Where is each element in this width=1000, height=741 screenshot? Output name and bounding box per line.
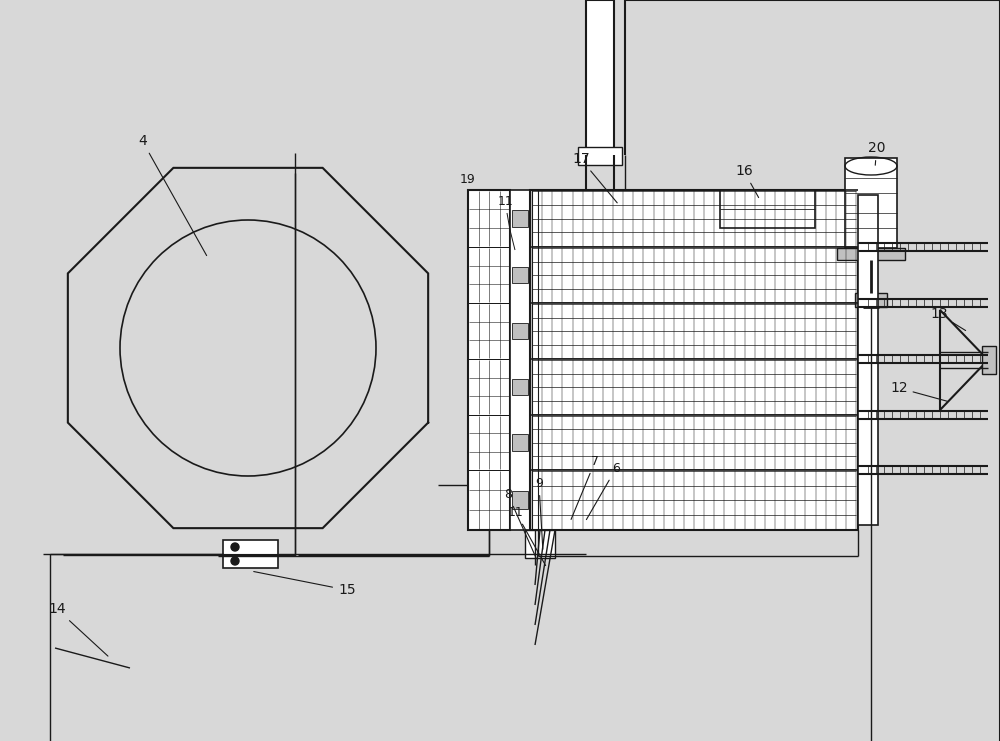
Bar [982,346,996,374]
Text: 11: 11 [498,195,514,208]
Bar [530,190,858,530]
Circle shape [231,543,239,551]
Bar [468,470,510,530]
Bar [512,322,528,339]
Bar [578,147,622,165]
Text: 14: 14 [48,602,108,656]
Bar [858,195,878,525]
Text: 7: 7 [571,455,599,519]
Bar [720,190,815,228]
Bar [468,190,510,530]
Bar [855,293,887,307]
Text: 12: 12 [890,381,947,402]
Bar [837,248,905,260]
Bar [468,247,510,303]
Bar [525,530,555,558]
Text: 8: 8 [504,488,536,557]
Bar [510,190,530,530]
Text: 19: 19 [460,173,476,186]
Bar [512,379,528,396]
Bar [468,303,510,359]
Text: 4: 4 [138,134,207,256]
Bar [512,434,528,451]
Bar [223,540,278,568]
Bar [468,359,510,415]
Bar [845,158,897,248]
Text: 9: 9 [535,477,543,549]
Text: 20: 20 [868,141,886,165]
Bar [468,190,510,247]
Text: 11: 11 [508,506,546,565]
Bar [512,491,528,509]
Text: 6: 6 [586,462,620,519]
Bar [512,267,528,283]
Bar [512,210,528,227]
Text: 13: 13 [930,307,966,330]
Text: 16: 16 [735,164,759,198]
Text: 17: 17 [572,152,617,203]
Bar [586,0,614,155]
Text: 15: 15 [254,571,356,597]
Bar [468,415,510,470]
Circle shape [231,557,239,565]
